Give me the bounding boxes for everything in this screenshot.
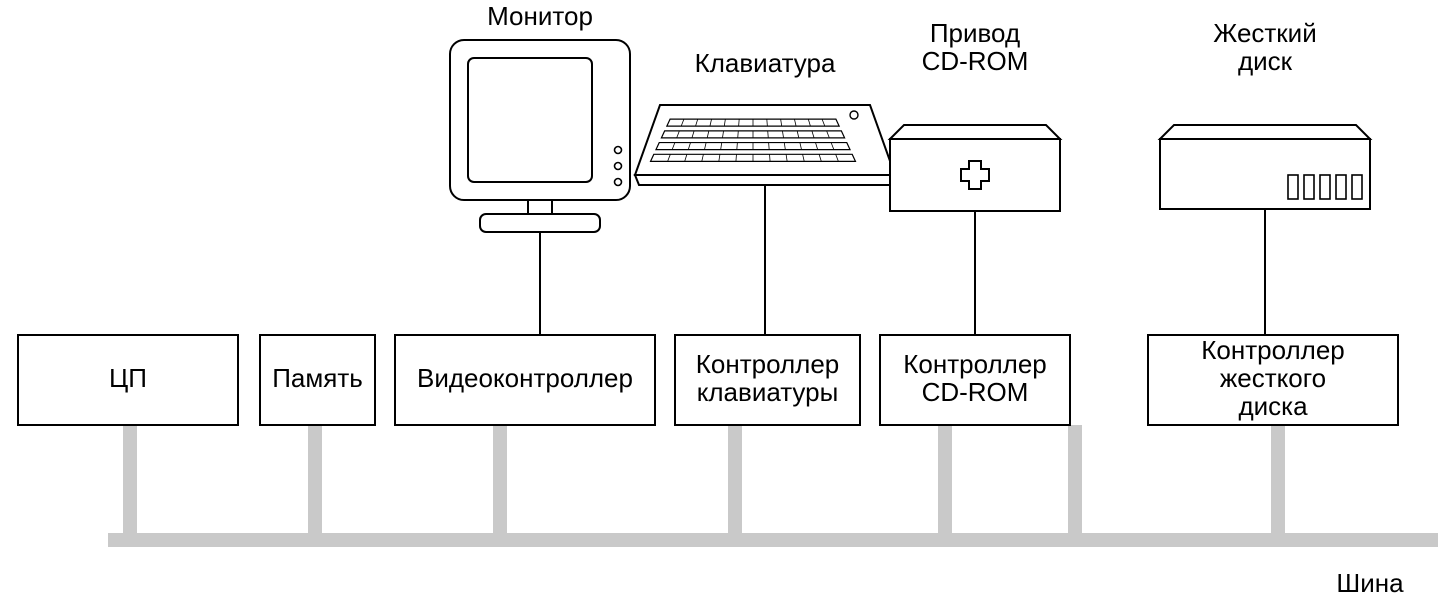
bus-drop <box>728 425 742 547</box>
label-keyboard-line: Клавиатура <box>695 48 836 78</box>
bus-drop <box>1068 425 1082 547</box>
hdd-icon <box>1160 125 1370 335</box>
bus-label: Шина <box>1336 568 1404 598</box>
bus: Шина <box>108 425 1438 598</box>
label-cdrom-line: CD-ROM <box>922 46 1029 76</box>
box-hdd-label-line: диска <box>1238 391 1308 421</box>
label-monitor: Монитор <box>487 1 593 31</box>
label-hdd-line: диск <box>1238 46 1293 76</box>
controller-row: ЦППамятьВидеоконтроллерКонтроллерклавиат… <box>18 335 1398 425</box>
box-cpu: ЦП <box>18 335 238 425</box>
box-cpu-label-line: ЦП <box>109 363 147 393</box>
box-kbd-label-line: клавиатуры <box>697 377 839 407</box>
box-mem: Память <box>260 335 375 425</box>
bus-horizontal <box>108 533 1438 547</box>
box-vid-label-line: Видеоконтроллер <box>417 363 633 393</box>
box-hdd: Контроллержесткогодиска <box>1148 335 1398 425</box>
box-mem-label-line: Память <box>272 363 363 393</box>
label-hdd: Жесткийдиск <box>1213 18 1316 76</box>
bus-drop <box>1271 425 1285 547</box>
box-cd-label-line: CD-ROM <box>922 377 1029 407</box>
cdrom-icon <box>890 125 1060 335</box>
box-kbd: Контроллерклавиатуры <box>675 335 860 425</box>
box-vid: Видеоконтроллер <box>395 335 655 425</box>
box-cd-label-line: Контроллер <box>903 349 1046 379</box>
box-hdd-label-line: жесткого <box>1220 363 1326 393</box>
monitor-icon <box>450 40 630 335</box>
bus-drop <box>938 425 952 547</box>
keyboard-icon <box>635 105 895 335</box>
label-cdrom-line: Привод <box>930 18 1020 48</box>
box-hdd-label-line: Контроллер <box>1201 335 1344 365</box>
label-keyboard: Клавиатура <box>695 48 836 78</box>
label-cdrom: ПриводCD-ROM <box>922 18 1029 76</box>
label-monitor-line: Монитор <box>487 1 593 31</box>
bus-drop <box>123 425 137 547</box>
label-hdd-line: Жесткий <box>1213 18 1316 48</box>
box-kbd-label-line: Контроллер <box>696 349 839 379</box>
bus-drop <box>493 425 507 547</box>
box-cd: КонтроллерCD-ROM <box>880 335 1070 425</box>
bus-drop <box>308 425 322 547</box>
